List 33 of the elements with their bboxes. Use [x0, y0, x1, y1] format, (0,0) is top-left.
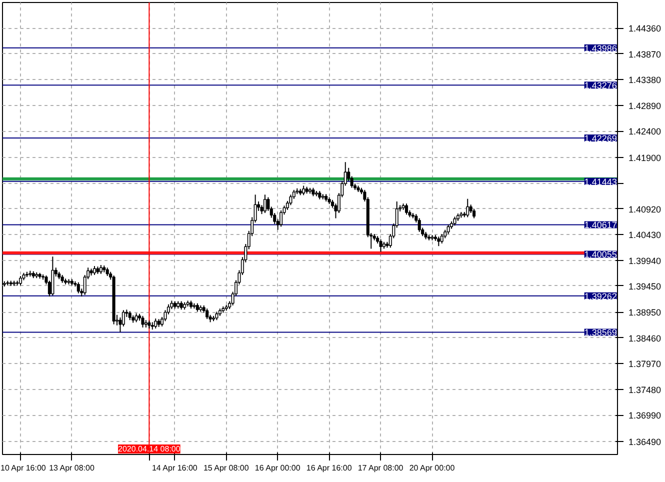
y-tick-label: 1.36490: [628, 436, 662, 447]
ref-line-label: 1.43986: [584, 43, 617, 54]
ref-line-label: 1.42269: [584, 133, 617, 144]
x-tick-label: 2020.04.14 08:00: [118, 444, 181, 454]
x-tick-label: 16 Apr 16:00: [306, 464, 352, 472]
y-tick-label: 1.44360: [628, 24, 662, 34]
ref-line-label: 1.41443: [584, 176, 617, 187]
ref-line-label: 1.40055: [584, 250, 617, 260]
x-tick-label: 15 Apr 08:00: [203, 464, 250, 472]
x-tick-label: 16 Apr 00:00: [254, 464, 301, 472]
y-tick-label: 1.39450: [628, 281, 662, 292]
y-tick-label: 1.43870: [628, 49, 662, 60]
x-tick-label: 14 Apr 16:00: [152, 464, 198, 472]
y-tick-label: 1.41900: [628, 152, 662, 163]
y-tick-label: 1.38950: [628, 308, 662, 318]
x-tick-label: 17 Apr 08:00: [358, 464, 404, 472]
y-tick-label: 1.38460: [628, 333, 662, 344]
y-tick-label: 1.37970: [628, 359, 662, 370]
y-tick-label: 1.37480: [628, 384, 662, 395]
ref-line-label: 1.39262: [584, 291, 617, 302]
x-tick-label: 20 Apr 00:00: [409, 464, 456, 472]
ref-line-label: 1.40617: [584, 220, 617, 230]
y-tick-label: 1.40920: [628, 204, 662, 214]
y-tick-label: 1.36990: [628, 410, 662, 421]
y-tick-label: 1.39940: [628, 256, 662, 266]
y-tick-label: 1.40430: [628, 230, 662, 240]
y-tick-label: 1.42400: [628, 126, 662, 137]
ref-line-label: 1.38569: [584, 328, 617, 338]
y-tick-label: 1.43380: [628, 75, 662, 86]
ref-line-label: 1.43276: [584, 80, 617, 91]
x-tick-label: 13 Apr 08:00: [49, 464, 95, 472]
x-tick-label: 10 Apr 16:00: [0, 464, 46, 472]
y-tick-label: 1.42890: [628, 100, 662, 111]
